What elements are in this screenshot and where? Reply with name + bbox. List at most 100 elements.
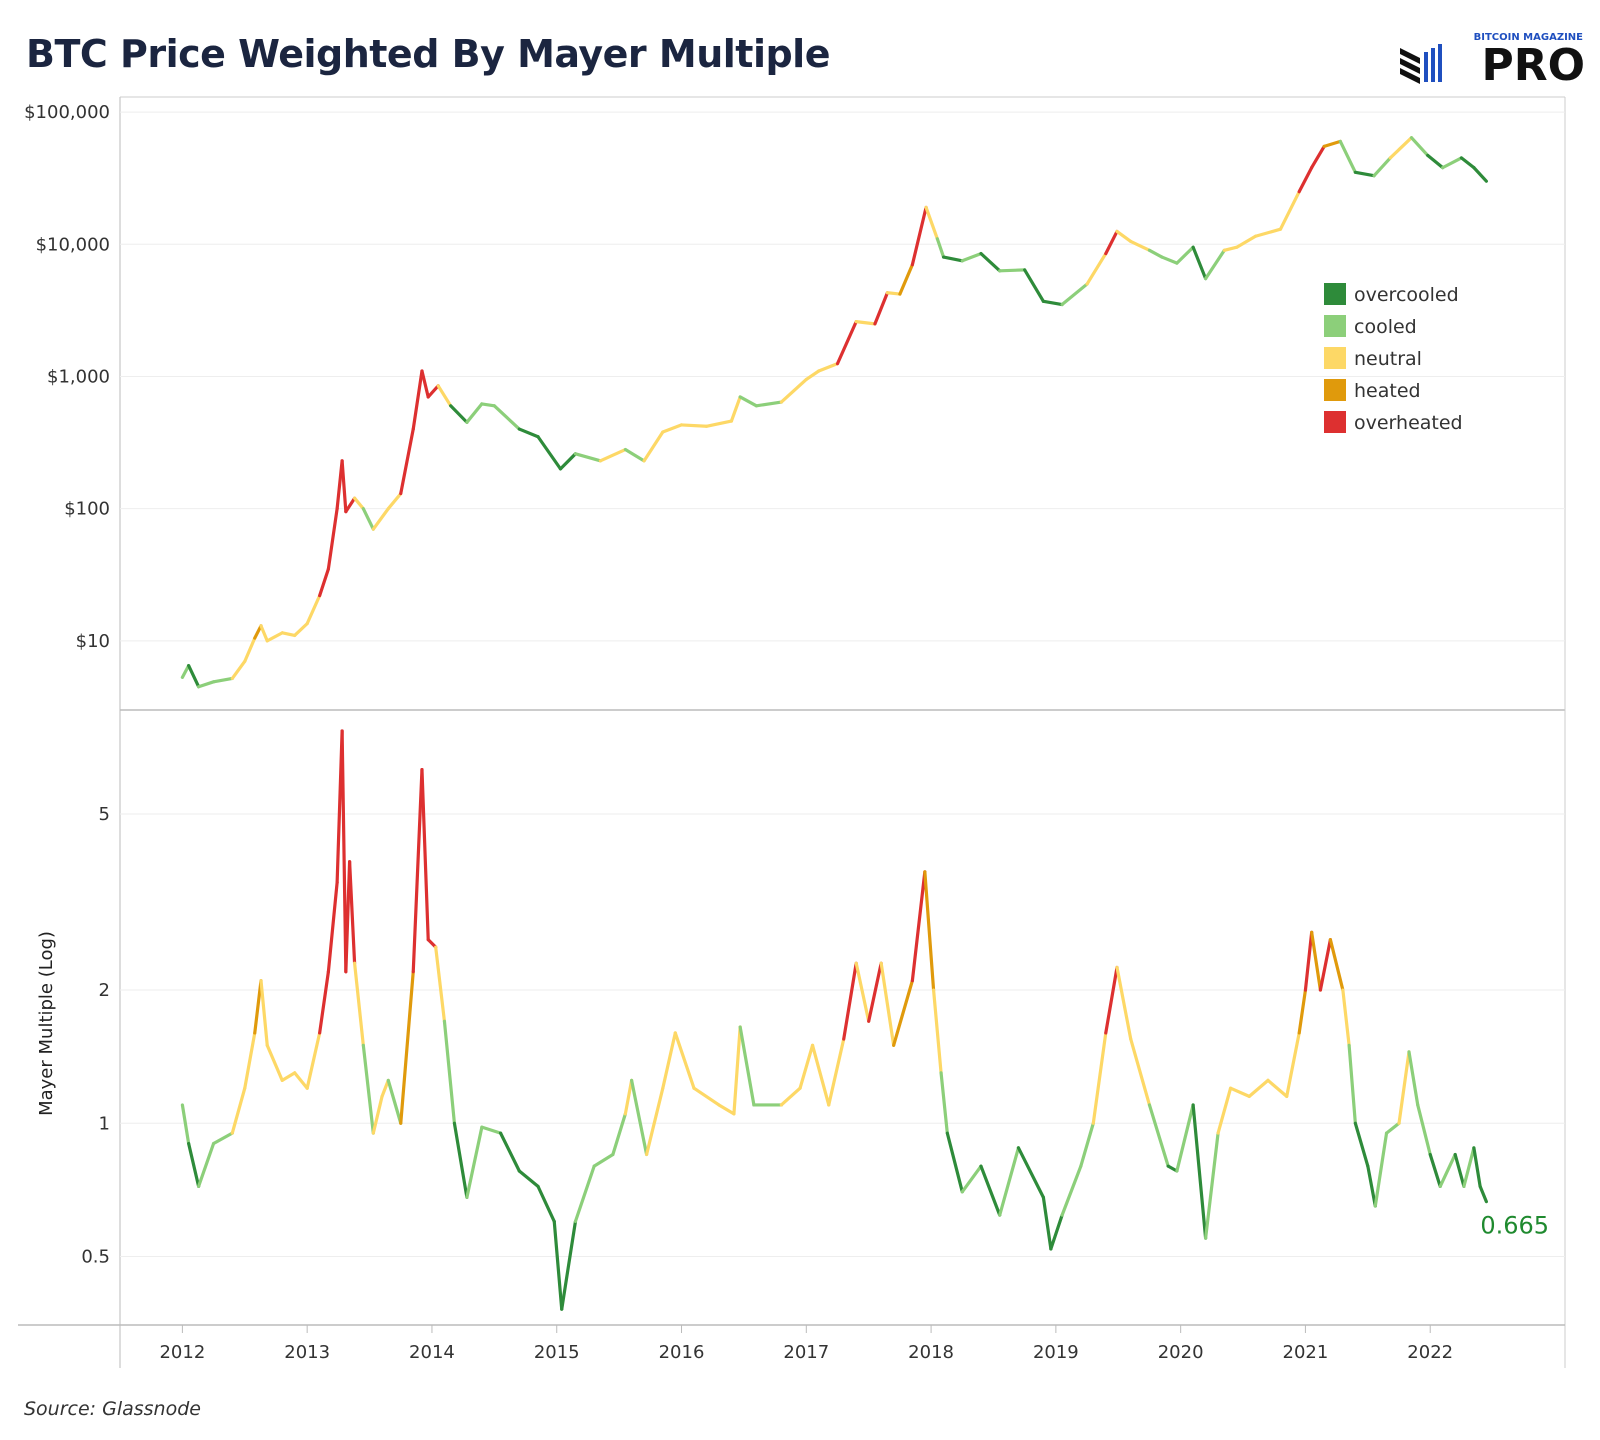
- mayer-line-segment: [452, 1121, 469, 1199]
- price-line-segment: [873, 291, 890, 326]
- logo-brand-top: BITCOIN MAGAZINE: [1473, 32, 1583, 43]
- price-line-segment: [517, 427, 540, 439]
- mayer-line-segment: [1366, 1164, 1377, 1208]
- mayer-line-segment: [265, 1043, 284, 1082]
- mayer-line-segment: [1462, 1146, 1476, 1188]
- mayer-line-segment: [326, 880, 339, 974]
- mayer-line-segment: [1115, 965, 1133, 1041]
- price-line-segment: [1104, 229, 1119, 256]
- price-y-tick-label: $100: [64, 499, 110, 520]
- x-tick-label: 2014: [409, 1342, 455, 1363]
- mayer-line-segment: [998, 1146, 1021, 1217]
- price-line-segment: [1409, 136, 1430, 158]
- mayer-line-segment: [1310, 930, 1323, 992]
- mayer-line-segment: [1060, 1164, 1083, 1217]
- price-line-segment: [960, 251, 983, 263]
- price-line-segment: [924, 205, 939, 241]
- mayer-line-segment: [1384, 1121, 1401, 1135]
- mayer-line-segment: [854, 961, 871, 1023]
- mayer-line-segment: [340, 729, 348, 974]
- mayer-line-segment: [434, 945, 447, 1023]
- mayer-line-segment: [187, 1141, 201, 1188]
- mayer-line-segment: [361, 1043, 375, 1135]
- mayer-y-axis-title: Mayer Multiple (Log): [36, 931, 57, 1116]
- price-line-segment: [854, 320, 877, 326]
- mayer-line-segment: [380, 1078, 390, 1098]
- legend-swatch-overheated: [1324, 411, 1346, 433]
- mayer-line-segment: [1428, 1152, 1442, 1188]
- mayer-line-segment: [910, 870, 927, 983]
- legend-swatch-neutral: [1324, 347, 1346, 369]
- mayer-line-segment: [352, 961, 365, 1047]
- mayer-line-segment: [842, 961, 858, 1041]
- mayer-line-segment: [1016, 1146, 1045, 1199]
- mayer-line-segment: [1328, 938, 1345, 992]
- price-line-segment: [910, 205, 928, 267]
- price-line-segment: [1310, 144, 1326, 170]
- price-line-segment: [1235, 234, 1258, 249]
- x-tick-label: 2018: [908, 1342, 954, 1363]
- mayer-line-segment: [630, 1078, 649, 1157]
- price-line-segment: [280, 631, 297, 638]
- mayer-line-segment: [426, 938, 438, 949]
- x-tick-label: 2022: [1407, 1342, 1453, 1363]
- mayer-line-segment: [1453, 1152, 1466, 1188]
- mayer-line-segment: [1285, 1031, 1301, 1098]
- x-tick-label: 2015: [534, 1342, 580, 1363]
- mayer-line-segment: [798, 1043, 815, 1090]
- price-line-segment: [1426, 153, 1445, 170]
- mayer-line-segment: [692, 1086, 721, 1107]
- price-line-segment: [243, 636, 257, 663]
- mayer-line-segment: [1104, 965, 1119, 1035]
- x-tick-label: 2013: [284, 1342, 330, 1363]
- price-line-segment: [253, 624, 263, 640]
- mayer-line-segment: [1297, 988, 1308, 1035]
- price-y-tick-label: $100,000: [24, 102, 110, 123]
- mayer-line-segment: [644, 1086, 665, 1157]
- price-line-segment: [426, 384, 440, 399]
- price-line-segment: [661, 423, 684, 434]
- price-line-segment: [935, 237, 946, 259]
- price-line-segment: [1322, 139, 1342, 148]
- price-line-segment: [265, 631, 284, 643]
- mayer-line-segment: [211, 1131, 234, 1146]
- mayer-line-segment: [318, 970, 330, 1035]
- mayer-line-segment: [827, 1037, 846, 1107]
- price-line-segment: [399, 427, 415, 496]
- price-y-tick-label: $10: [76, 631, 110, 652]
- mayer-line-segment: [1147, 1103, 1170, 1168]
- mayer-y-tick-label: 2: [99, 980, 110, 1001]
- price-line-segment: [180, 664, 191, 679]
- price-line-segment: [817, 362, 840, 373]
- mayer-line-segment: [732, 1025, 742, 1116]
- logo-stripes-icon: [1400, 44, 1442, 84]
- mayer-line-segment: [738, 1025, 756, 1107]
- price-line-segment: [361, 507, 375, 531]
- mayer-line-segment: [1247, 1078, 1270, 1098]
- mayer-line-segment: [717, 1103, 736, 1116]
- mayer-line-segment: [1353, 1121, 1370, 1168]
- x-tick-label: 2021: [1283, 1342, 1329, 1363]
- mayer-line-segment: [931, 988, 943, 1075]
- price-line-segment: [492, 404, 521, 431]
- price-line-segment: [998, 268, 1027, 273]
- mayer-line-segment: [1373, 1131, 1389, 1208]
- price-line-segment: [1353, 170, 1376, 178]
- mayer-line-segment: [1204, 1131, 1220, 1240]
- mayer-line-segment: [573, 1164, 596, 1224]
- price-line-segment: [979, 251, 1002, 273]
- mayer-line-segment: [1347, 1043, 1357, 1125]
- mayer-line-segment: [197, 1141, 216, 1188]
- mayer-line-segment: [480, 1125, 503, 1135]
- legend-swatch-heated: [1324, 379, 1346, 401]
- price-line-segment: [1459, 156, 1476, 170]
- price-line-segment: [386, 492, 403, 511]
- price-line-segment: [1129, 239, 1152, 252]
- price-line-segment: [1297, 166, 1314, 194]
- price-line-segment: [1085, 251, 1108, 286]
- legend-label-cooled: cooled: [1354, 316, 1417, 338]
- price-line-segment: [259, 624, 269, 643]
- mayer-line-segment: [1228, 1086, 1251, 1098]
- price-line-segment: [679, 423, 709, 428]
- mayer-line-segment: [1478, 1184, 1488, 1204]
